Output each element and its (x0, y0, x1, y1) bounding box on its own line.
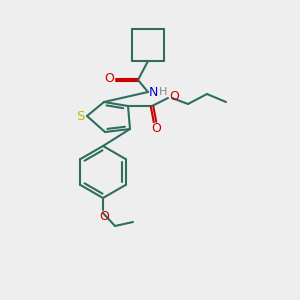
Text: O: O (151, 122, 161, 136)
Text: S: S (76, 110, 84, 122)
Text: O: O (169, 91, 179, 103)
Text: H: H (159, 87, 167, 97)
Text: N: N (149, 85, 158, 98)
Text: O: O (104, 73, 114, 85)
Text: O: O (99, 209, 109, 223)
